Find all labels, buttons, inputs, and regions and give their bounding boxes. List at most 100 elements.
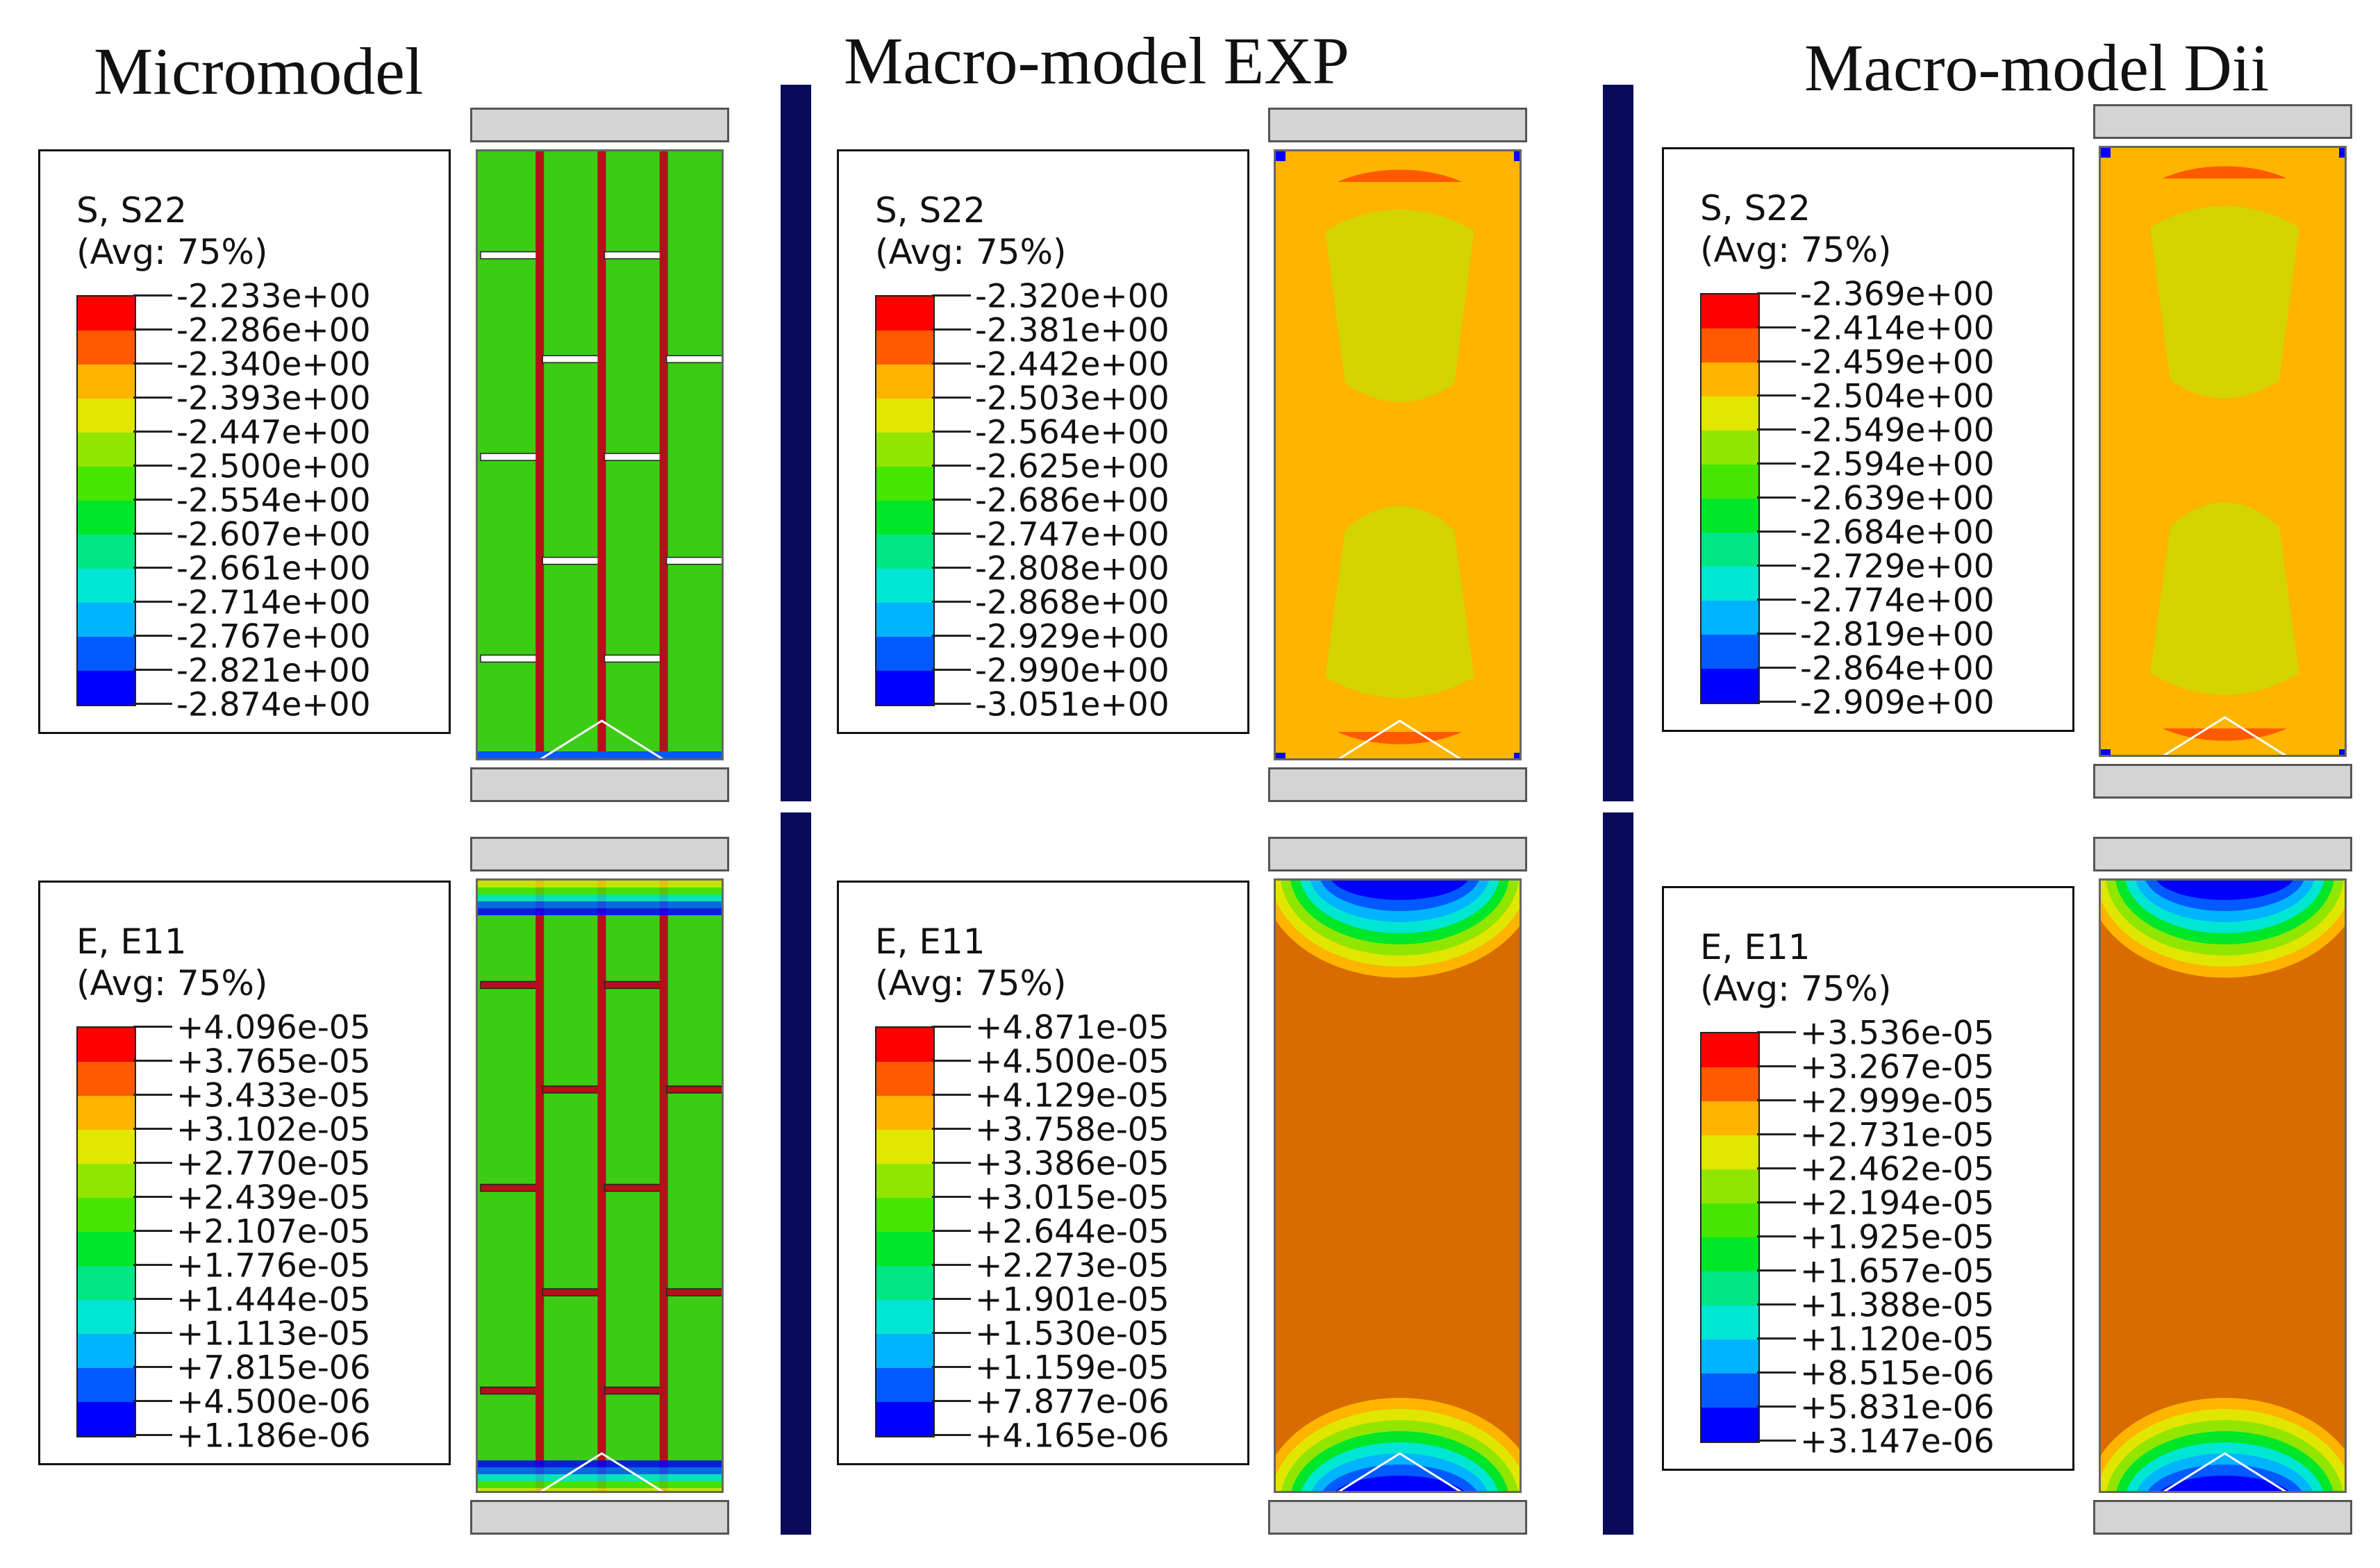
legend-tick [1757, 1133, 1796, 1135]
mortar-joint-horizontal [480, 251, 538, 260]
legend-tick [932, 1196, 971, 1198]
stress-zone-lower [1325, 506, 1474, 699]
legend-value: -2.442e+00 [975, 345, 1170, 384]
legend-value: -2.868e+00 [975, 583, 1170, 622]
legend-tick [1757, 394, 1796, 397]
specimen-contour [1274, 878, 1522, 1493]
legend-value: +4.871e-05 [975, 1008, 1170, 1047]
color-scale-swatch [876, 467, 933, 501]
legend-tick [932, 1400, 971, 1402]
legend-value: -2.767e+00 [176, 617, 371, 656]
legend-variable: S, S22 [1700, 188, 1811, 228]
color-scale-swatch [78, 501, 135, 535]
legend-tick [133, 1298, 172, 1300]
divider-2-bottom [1603, 812, 1633, 1535]
specimen-contour [476, 878, 724, 1493]
color-scale-swatch [1701, 1033, 1758, 1067]
contour-plot [1276, 881, 1520, 1491]
corner-concentration [1276, 753, 1285, 758]
stress-zone-upper [2150, 206, 2299, 399]
legend-s22-macro-exp: S, S22 (Avg: 75%) -2.320e+00 -2.381e+00 -2.4… [837, 149, 1249, 734]
legend-tick [932, 362, 971, 365]
legend-tick [133, 499, 172, 501]
corner-concentration [2101, 148, 2111, 158]
loading-platen-top [2093, 837, 2352, 871]
legend-tick [133, 669, 172, 671]
color-scale-swatch [1701, 1271, 1758, 1306]
legend-value: +2.999e-05 [1800, 1082, 1995, 1121]
color-scale-bar [1700, 1032, 1760, 1443]
color-scale-swatch [876, 1334, 933, 1368]
color-scale-swatch [78, 1300, 135, 1334]
legend-value: -2.774e+00 [1800, 581, 1995, 620]
legend-tick [932, 1060, 971, 1062]
legend-value: +2.194e-05 [1800, 1184, 1995, 1223]
color-scale-swatch [1701, 669, 1758, 703]
legend-value: -2.607e+00 [176, 515, 371, 554]
color-scale-swatch [876, 535, 933, 569]
color-scale-swatch [78, 1198, 135, 1232]
legend-tick [1757, 633, 1796, 635]
strain-edge-top [478, 894, 722, 901]
title-macro-dii: Macro-model Dii [1804, 31, 2270, 105]
divider-1-bottom [781, 812, 811, 1535]
legend-tick [1757, 360, 1796, 362]
legend-value: +1.776e-05 [176, 1246, 371, 1285]
legend-averaging: (Avg: 75%) [1700, 969, 1892, 1009]
legend-tick [932, 567, 971, 569]
color-scale-bar [1700, 293, 1760, 704]
color-scale-swatch [78, 365, 135, 399]
color-scale-swatch [78, 671, 135, 705]
legend-variable: E, E11 [875, 921, 985, 962]
legend-tick [133, 465, 172, 467]
stress-edge-bottom [478, 751, 722, 758]
loading-platen-bottom [1268, 767, 1527, 802]
color-scale-bar [76, 1026, 136, 1437]
legend-e11-micromodel: E, E11 (Avg: 75%) +4.096e-05 +3.765e-05 +3.4… [38, 881, 451, 1465]
legend-value: +4.500e-05 [975, 1042, 1170, 1081]
strain-edge-bottom [478, 1467, 722, 1474]
loading-platen-top [2093, 104, 2352, 139]
legend-tick [133, 533, 172, 535]
mortar-joint-horizontal [604, 1386, 662, 1395]
legend-tick [133, 1162, 172, 1164]
color-scale-swatch [78, 1164, 135, 1198]
legend-tick [932, 431, 971, 433]
strain-edge-bottom [478, 1481, 722, 1488]
legend-tick [133, 1400, 172, 1402]
legend-value: +7.815e-06 [176, 1349, 371, 1387]
corner-concentration [2339, 148, 2345, 158]
legend-tick [133, 1434, 172, 1436]
legend-tick [932, 1298, 971, 1300]
legend-value: -2.393e+00 [176, 379, 371, 418]
color-scale-swatch [1701, 362, 1758, 397]
color-scale-swatch [876, 1164, 933, 1198]
legend-value: +2.107e-05 [176, 1212, 371, 1251]
color-scale-bar [875, 295, 935, 706]
legend-tick [133, 1196, 172, 1198]
color-scale-swatch [78, 1062, 135, 1096]
legend-tick [1757, 1303, 1796, 1306]
color-scale-swatch [1701, 1101, 1758, 1135]
strain-edge-top [478, 881, 722, 887]
legend-tick [932, 1332, 971, 1334]
legend-tick [133, 1264, 172, 1266]
color-scale-swatch [876, 1062, 933, 1096]
color-scale-swatch [876, 1232, 933, 1266]
mortar-joint-horizontal [480, 1386, 538, 1395]
legend-value: +1.901e-05 [975, 1281, 1170, 1319]
mortar-joint-horizontal [666, 1085, 722, 1094]
mortar-joint-vertical [597, 881, 606, 1491]
color-scale-swatch [1701, 1340, 1758, 1374]
mortar-joint-horizontal [480, 453, 538, 461]
support-marker-bottom [2163, 716, 2287, 755]
color-scale-swatch [1701, 328, 1758, 362]
legend-tick [932, 1230, 971, 1232]
divider-2-top [1603, 85, 1633, 801]
mortar-joint-vertical [659, 151, 668, 758]
legend-tick [932, 294, 971, 297]
legend-value: -2.286e+00 [176, 311, 371, 350]
color-scale-swatch [876, 1300, 933, 1334]
mortar-joint-horizontal [542, 556, 600, 565]
legend-tick [1757, 667, 1796, 669]
